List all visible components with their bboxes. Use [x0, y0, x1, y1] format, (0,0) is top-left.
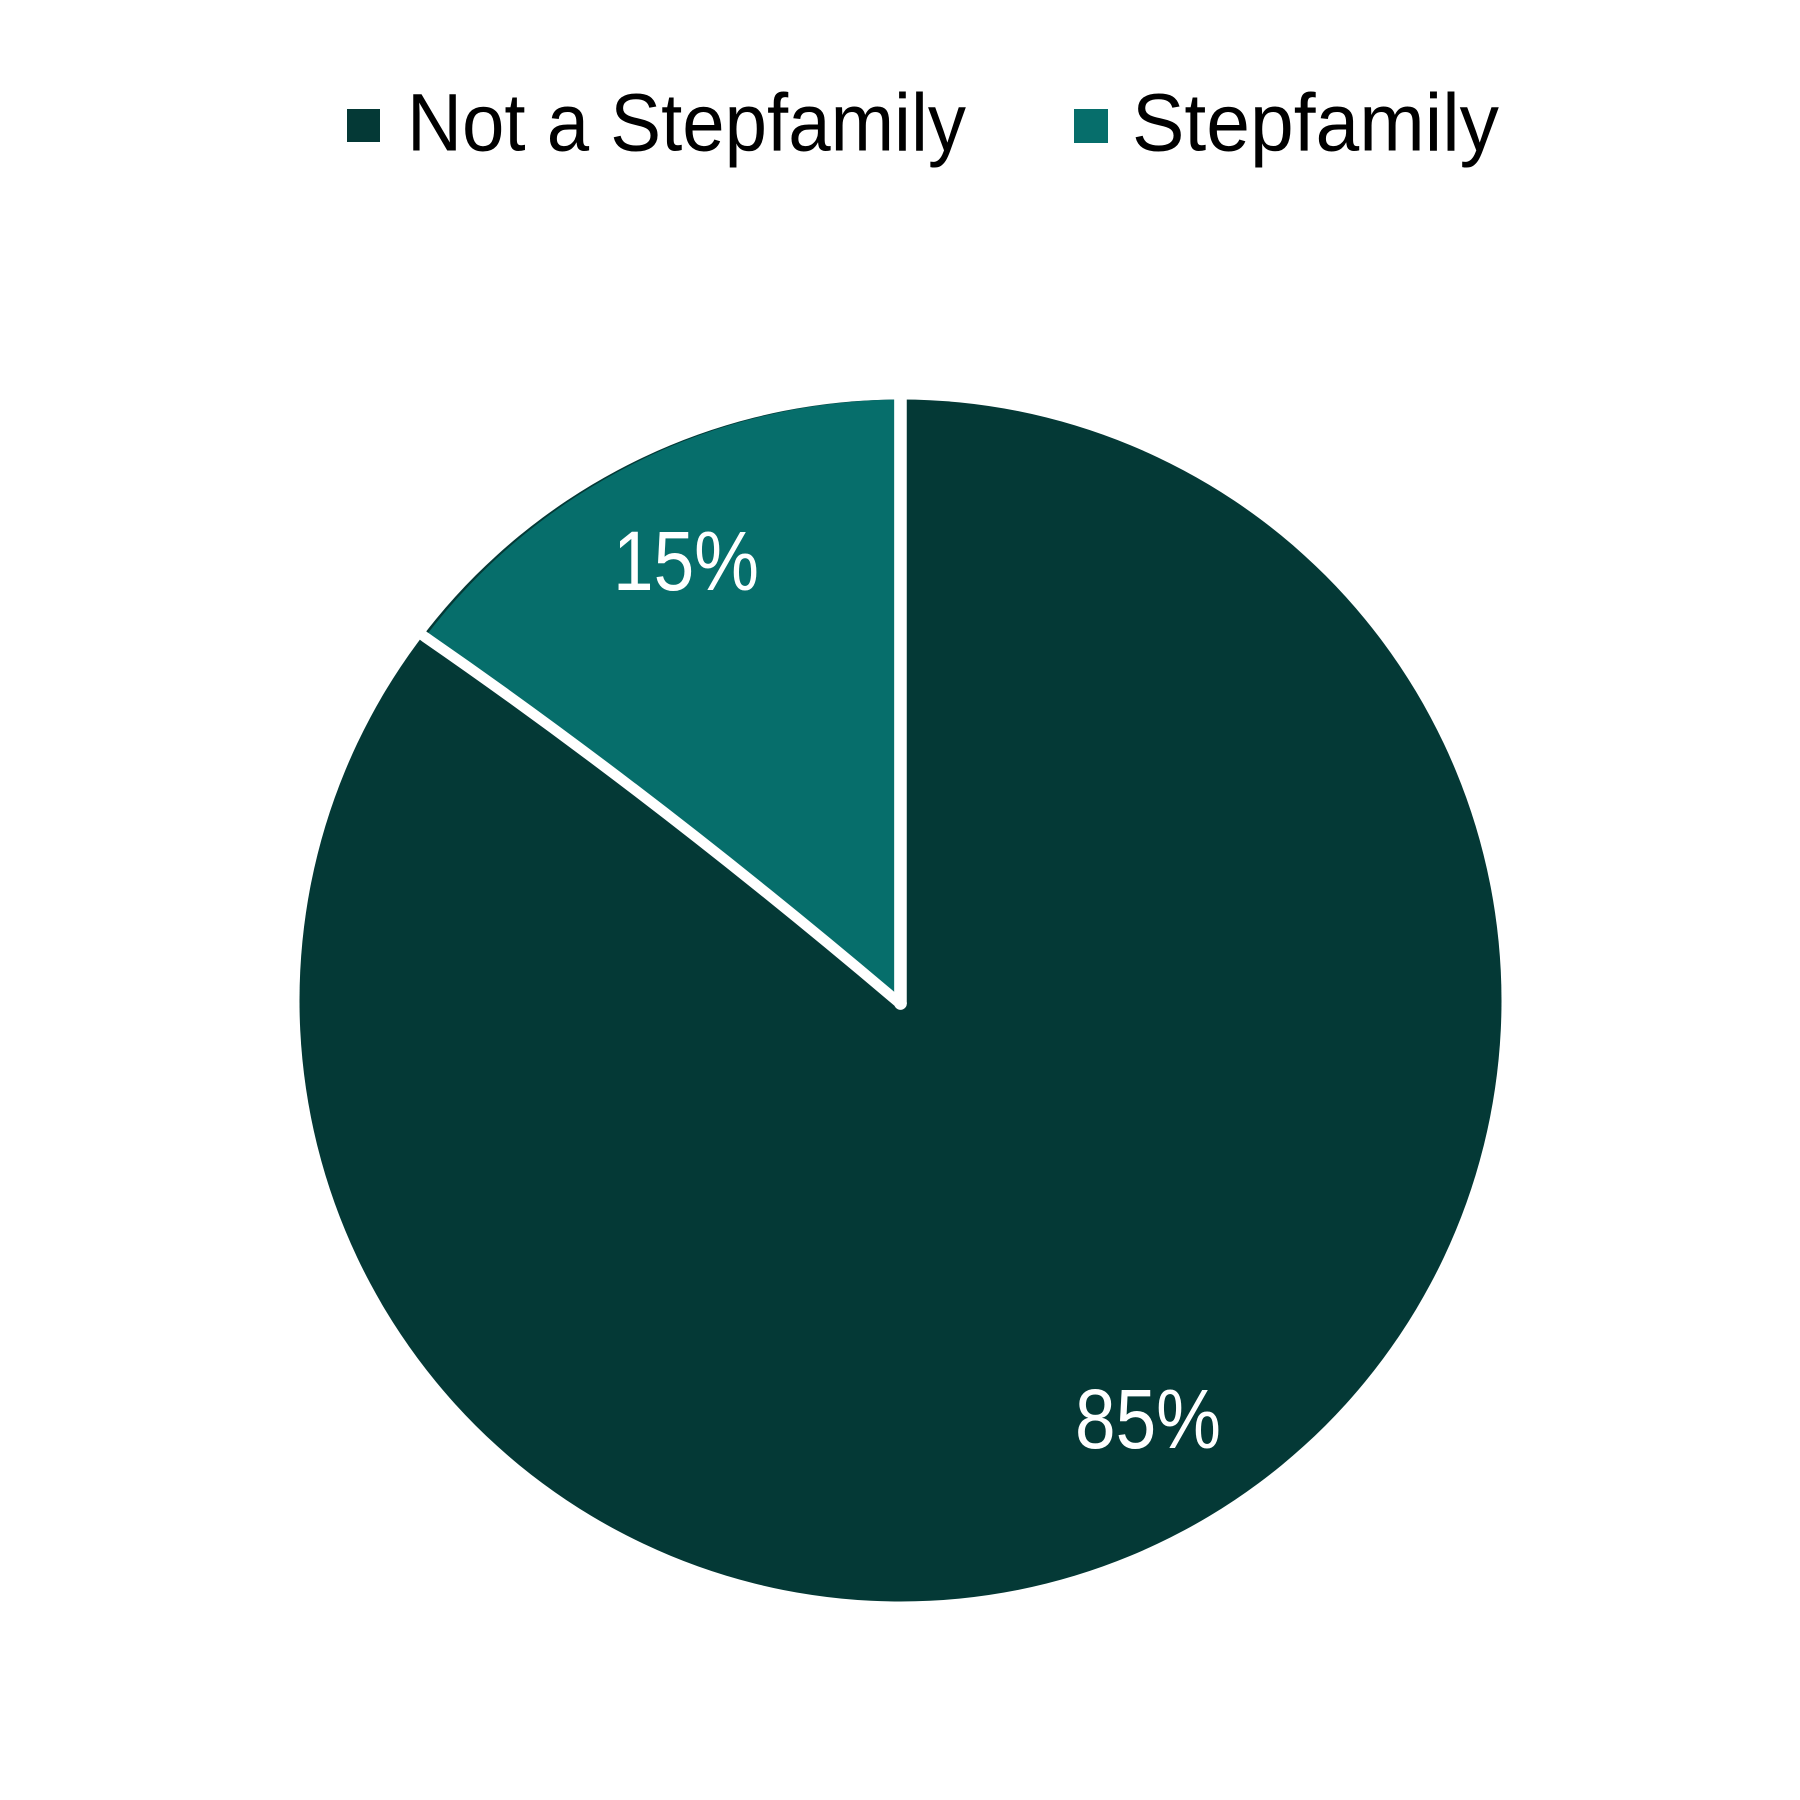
svg-text:Stepfamily: Stepfamily [1132, 78, 1499, 169]
svg-text:85%: 85% [1075, 1372, 1221, 1466]
svg-text:Not a Stepfamily: Not a Stepfamily [407, 78, 966, 169]
svg-text:15%: 15% [613, 514, 759, 608]
